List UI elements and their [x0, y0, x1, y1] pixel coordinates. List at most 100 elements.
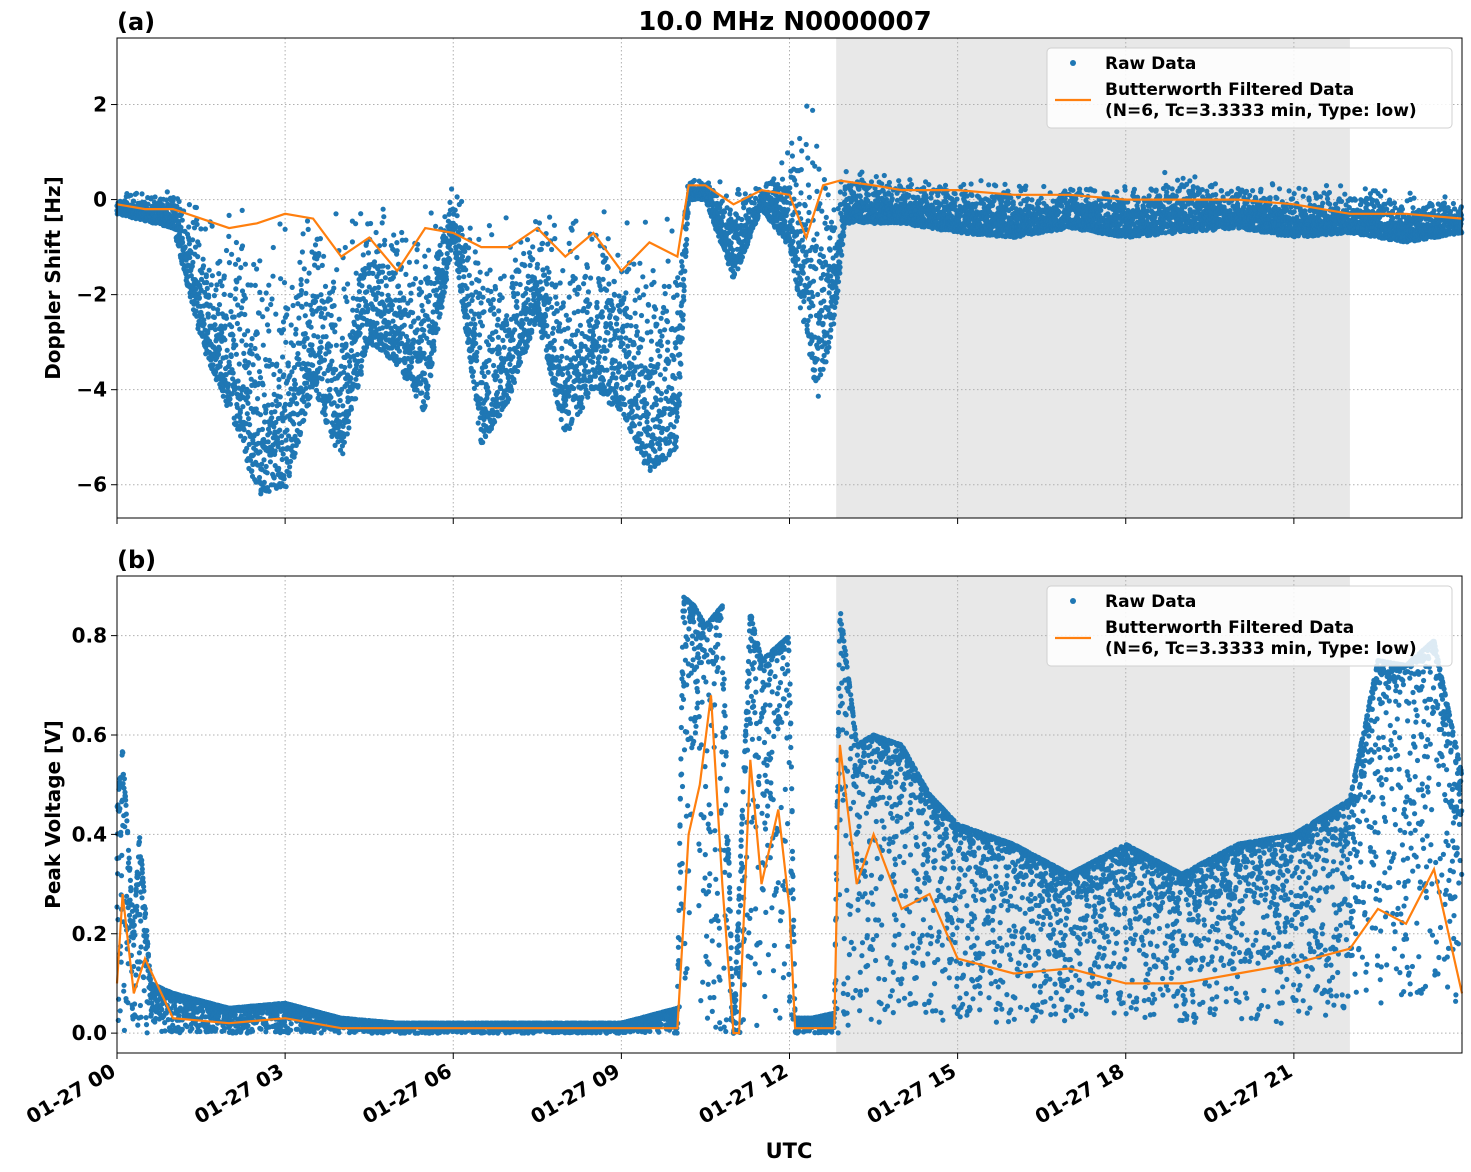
raw-data-point	[439, 304, 445, 310]
raw-data-point	[459, 288, 465, 294]
raw-data-point	[442, 284, 448, 290]
raw-data-point	[557, 321, 563, 327]
raw-data-point	[828, 273, 834, 279]
raw-data-point	[747, 234, 753, 240]
raw-data-point	[476, 278, 482, 284]
raw-data-point	[441, 289, 447, 295]
raw-data-point	[379, 269, 386, 275]
raw-data-point	[821, 177, 828, 183]
raw-data-point	[600, 377, 607, 383]
raw-data-point	[365, 250, 371, 256]
raw-data-point	[186, 241, 192, 247]
raw-data-point	[631, 355, 637, 361]
raw-data-point	[461, 274, 467, 280]
raw-data-point	[474, 358, 480, 364]
raw-data-point	[601, 209, 607, 215]
raw-data-point	[179, 217, 185, 223]
raw-data-point	[667, 439, 673, 445]
raw-data-point	[331, 285, 337, 291]
raw-data-point	[133, 190, 140, 196]
raw-data-point	[340, 451, 346, 457]
raw-data-point	[260, 314, 266, 320]
raw-data-point	[320, 324, 326, 330]
raw-data-point	[322, 306, 328, 312]
raw-data-point	[485, 369, 491, 375]
raw-data-point	[380, 263, 386, 269]
raw-data-point	[638, 312, 645, 319]
raw-data-point	[285, 306, 291, 312]
raw-data-point	[249, 468, 255, 474]
raw-data-point	[331, 303, 337, 309]
raw-data-point	[246, 416, 252, 422]
raw-data-point	[814, 356, 821, 362]
raw-data-point	[223, 247, 230, 254]
raw-data-point	[782, 219, 788, 225]
raw-data-point	[835, 279, 842, 285]
raw-data-point	[335, 403, 341, 409]
raw-data-point	[719, 198, 725, 204]
raw-data-point	[330, 279, 337, 285]
raw-data-point	[259, 297, 265, 303]
raw-data-points	[114, 103, 1465, 497]
raw-data-point	[826, 290, 832, 296]
raw-data-point	[823, 359, 829, 365]
raw-data-point	[332, 329, 338, 335]
raw-data-point	[633, 397, 639, 403]
raw-data-point	[251, 261, 257, 268]
raw-data-point	[239, 207, 245, 213]
raw-data-point	[511, 379, 517, 385]
raw-data-point	[868, 179, 875, 185]
raw-data-point	[596, 354, 602, 360]
raw-data-point	[292, 381, 298, 387]
raw-data-point	[793, 248, 800, 255]
raw-data-point	[551, 347, 557, 353]
raw-data-point	[536, 220, 543, 226]
raw-data-point	[496, 308, 502, 314]
raw-data-point	[462, 307, 468, 313]
raw-data-point	[509, 274, 515, 280]
raw-data-point	[260, 382, 266, 388]
raw-data-point	[270, 273, 276, 279]
raw-data-point	[600, 276, 606, 282]
raw-data-point	[318, 345, 324, 351]
raw-data-point	[859, 169, 865, 175]
raw-data-point	[233, 239, 239, 246]
raw-data-point	[385, 264, 391, 270]
raw-data-point	[472, 249, 478, 255]
raw-data-point	[832, 304, 838, 310]
raw-data-point	[215, 307, 221, 313]
raw-data-point	[779, 160, 785, 166]
raw-data-point	[661, 283, 667, 289]
raw-data-point	[236, 275, 242, 281]
raw-data-point	[495, 316, 501, 322]
raw-data-point	[342, 244, 348, 251]
raw-data-point	[322, 412, 328, 418]
raw-data-point	[256, 474, 263, 481]
raw-data-point	[553, 294, 559, 300]
raw-data-point	[489, 336, 495, 343]
raw-data-point	[211, 293, 217, 299]
raw-data-point	[426, 247, 432, 253]
raw-data-point	[811, 237, 817, 243]
raw-data-point	[463, 267, 469, 273]
raw-data-point	[190, 219, 196, 226]
raw-data-point	[651, 314, 657, 320]
raw-data-point	[333, 367, 339, 373]
raw-data-point	[246, 370, 252, 376]
raw-data-point	[837, 259, 843, 266]
raw-data-point	[314, 379, 320, 385]
raw-data-point	[152, 194, 158, 200]
raw-data-point	[323, 334, 329, 340]
raw-data-point	[795, 256, 801, 262]
raw-data-point	[652, 448, 658, 454]
raw-data-point	[474, 349, 480, 355]
raw-data-point	[622, 365, 628, 371]
raw-data-point	[682, 268, 688, 274]
raw-data-point	[481, 309, 487, 315]
raw-data-point	[886, 179, 893, 186]
raw-data-point	[828, 219, 835, 225]
raw-data-point	[406, 259, 412, 265]
raw-data-point	[200, 256, 206, 262]
raw-data-point	[368, 220, 374, 227]
raw-data-point	[503, 215, 509, 221]
